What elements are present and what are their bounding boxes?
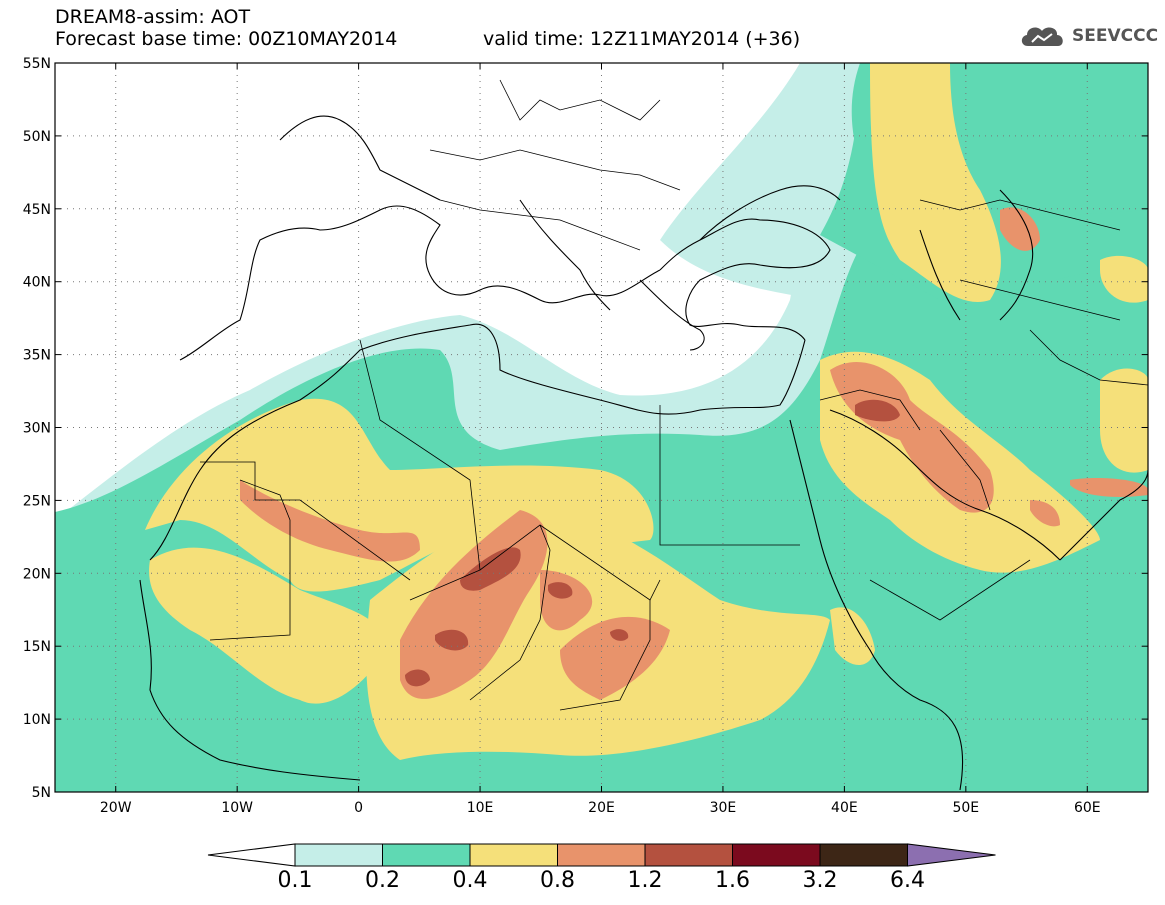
x-tick-label: 30E [710,800,737,816]
colorbar-segment [469,843,558,867]
colorbar-level-label: 6.4 [890,868,925,893]
y-tick-label: 50N [23,129,51,145]
colorbar-level-label: 0.8 [540,868,575,893]
colorbar-segment [819,843,908,867]
y-tick-label: 35N [23,348,51,364]
colorbar-segment [732,843,821,867]
y-tick-label: 5N [32,785,51,801]
x-tick-label: 10W [221,800,253,816]
grid-lines [55,63,1148,792]
x-tick-label: 20W [100,800,132,816]
y-tick-label: 25N [23,493,51,509]
colorbar-level-label: 0.1 [277,868,313,893]
x-tick-label: 50E [952,800,979,816]
colorbar-level-label: 3.2 [802,868,838,893]
y-tick-label: 55N [23,56,51,72]
logo-text: SEEVCCC [1072,26,1159,46]
x-tick-label: 40E [831,800,858,816]
aot-colorbar [207,843,996,867]
y-tick-label: 15N [23,639,51,655]
seevccc-logo: SEEVCCC [1018,22,1158,50]
colorbar-segment [382,843,471,867]
colorbar-segment [294,843,383,867]
country-borders [200,79,1148,711]
y-tick-label: 45N [23,202,51,218]
cloud-icon [1021,27,1063,46]
colorbar-segment [557,843,646,867]
y-axis: 5N 10N 15N 20N 25N 30N 35N 40N 45N 50N 55N [23,56,1148,801]
aot-band-1.2 [405,399,900,687]
x-tick-label: 20E [588,800,615,816]
y-tick-label: 10N [23,712,51,728]
colorbar-segment [644,843,733,867]
y-tick-label: 20N [23,566,51,582]
map-title: DREAM8-assim: AOT [55,6,251,28]
colorbar-level-label: 0.4 [452,868,488,893]
forecast-base-time: Forecast base time: 00Z10MAY2014 [55,28,398,50]
x-tick-label: 0 [354,800,363,816]
aot-field [55,63,1148,792]
colorbar-over-arrow [907,843,996,867]
x-tick-label: 60E [1074,800,1101,816]
x-axis: 20W 10W 0 10E 20E 30E 40E 50E 60E [100,63,1101,816]
colorbar-level-label: 1.2 [627,868,663,893]
colorbar-level-label: 1.6 [715,868,750,893]
y-tick-label: 30N [23,421,51,437]
y-tick-label: 40N [23,275,51,291]
colorbar-level-label: 0.2 [365,868,400,893]
map-header: DREAM8-assim: AOT Forecast base time: 00… [55,6,397,50]
valid-time: valid time: 12Z11MAY2014 (+36) [483,28,801,50]
colorbar-under-arrow [207,843,296,867]
x-tick-label: 10E [467,800,494,816]
coastlines [139,115,1148,791]
